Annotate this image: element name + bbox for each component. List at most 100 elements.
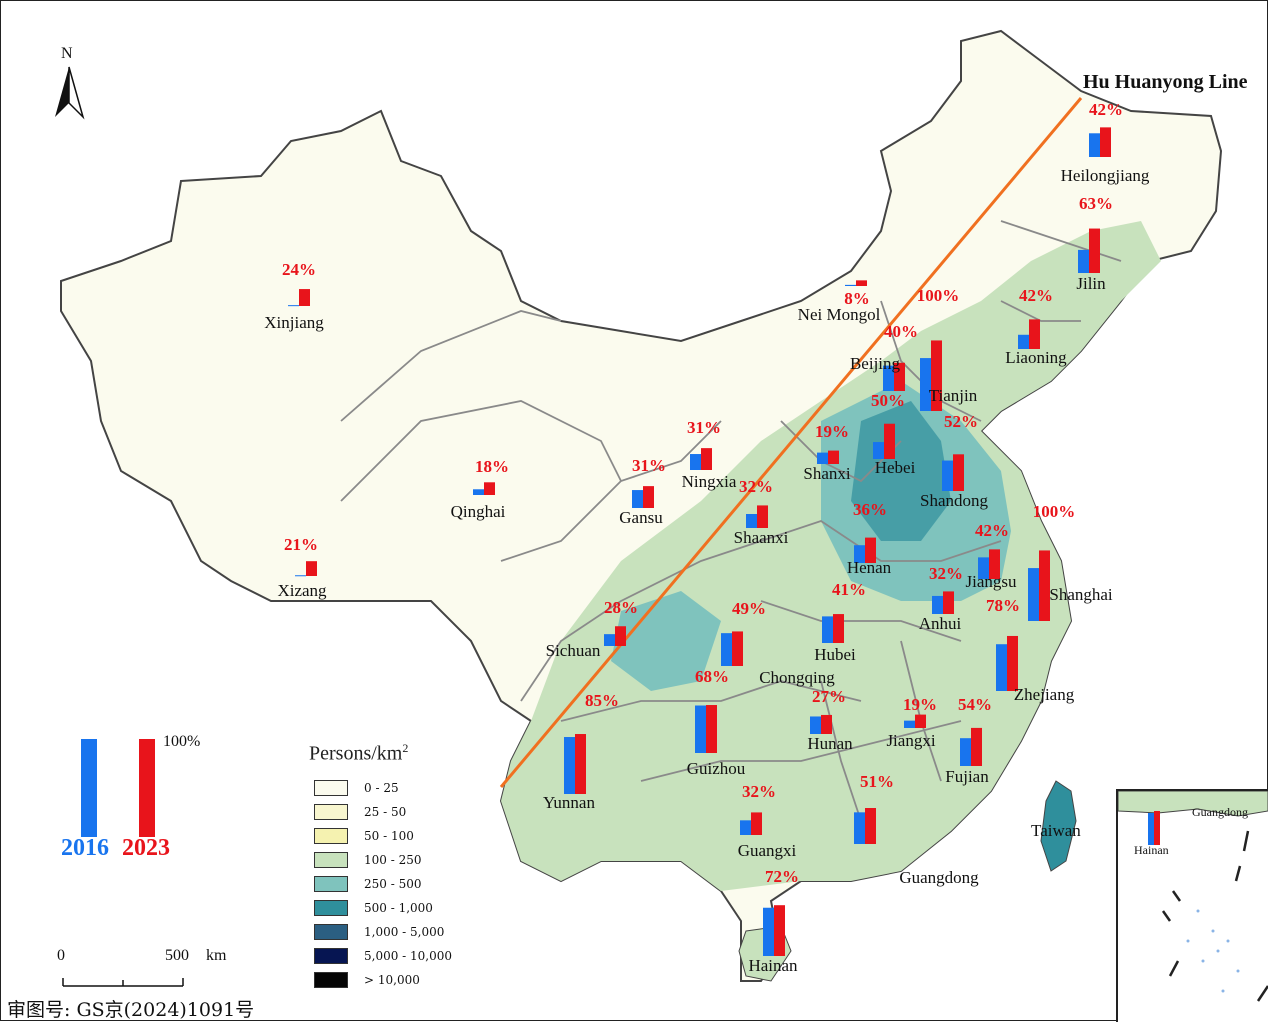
legend-title-sup: 2 xyxy=(402,741,409,755)
legend-swatch xyxy=(314,924,348,940)
bar-2016-gansu xyxy=(632,490,643,508)
bar-2023-jiangxi xyxy=(915,714,926,728)
bar-2016-jiangsu xyxy=(978,557,989,579)
sichuan-basin-area xyxy=(611,591,721,691)
legend-swatch xyxy=(314,972,348,988)
province-name-gansu: Gansu xyxy=(619,508,663,527)
bar-2016-shaanxi xyxy=(746,514,757,528)
bar-2023-guizhou xyxy=(706,705,717,753)
province-name-jiangsu: Jiangsu xyxy=(965,572,1017,591)
legend-label: > 10,000 xyxy=(364,973,420,987)
province-name-sichuan: Sichuan xyxy=(545,641,601,660)
legend-label: 5,000 - 10,000 xyxy=(364,949,453,963)
bar-2016-shanghai xyxy=(1028,568,1039,621)
legend-label: 25 - 50 xyxy=(364,805,407,819)
legend-swatch xyxy=(314,852,348,868)
province-name-tianjin: Tianjin xyxy=(928,386,978,405)
province-name-henan: Henan xyxy=(846,558,892,577)
pct-label-zhejiang: 78% xyxy=(986,596,1020,615)
pct-label-shaanxi: 32% xyxy=(739,477,773,496)
inset-hainan-label: Hainan xyxy=(1134,843,1169,857)
bar-legend-100: 100% xyxy=(163,733,201,750)
pct-label-jiangsu: 42% xyxy=(975,521,1009,540)
province-borders xyxy=(340,220,1122,822)
province-name-shanghai: Shanghai xyxy=(1049,585,1113,604)
bar-2023-beijing xyxy=(894,362,905,391)
bar-2023-anhui xyxy=(943,591,954,614)
province-name-jiangxi: Jiangxi xyxy=(886,731,936,750)
province-name-xinjiang: Xinjiang xyxy=(264,313,324,332)
province-name-liaoning: Liaoning xyxy=(1005,348,1067,367)
pct-label-jilin: 63% xyxy=(1079,194,1113,213)
legend-swatch xyxy=(314,780,348,796)
bar-2016-shandong xyxy=(942,460,953,491)
province-name-hunan: Hunan xyxy=(807,734,853,753)
bar-2016-shanxi xyxy=(817,452,828,464)
legend-label: 50 - 100 xyxy=(364,829,414,843)
pct-label-nei-mongol: 8% xyxy=(844,289,870,308)
scale-zero: 0 xyxy=(57,947,65,964)
bar-2016-jiangxi xyxy=(904,720,915,728)
bar-2016-ningxia xyxy=(690,454,701,470)
province-name-chongqing: Chongqing xyxy=(759,668,835,687)
pct-label-guangxi: 32% xyxy=(742,782,776,801)
bar-2023-hunan xyxy=(821,714,832,734)
legend-bar-2023 xyxy=(139,739,155,837)
bar-2016-hebei xyxy=(873,442,884,459)
bar-2023-zhejiang xyxy=(1007,635,1018,691)
bar-2023-tianjin xyxy=(931,340,942,411)
pct-label-hainan: 72% xyxy=(765,867,799,886)
east-density-area xyxy=(501,221,1161,891)
bar-2016-beijing xyxy=(883,365,894,391)
bar-2016-xinjiang xyxy=(288,305,299,307)
bar-2016-guangdong xyxy=(854,812,865,844)
bar-2023-liaoning xyxy=(1029,319,1040,349)
legend-label: 500 - 1,000 xyxy=(364,901,433,915)
bar-2016-liaoning xyxy=(1018,334,1029,349)
province-name-xizang: Xizang xyxy=(277,581,327,600)
bar-2016-hainan xyxy=(763,907,774,956)
bar-2016-chongqing xyxy=(721,633,732,666)
scale-bar xyxy=(62,978,184,987)
bar-2023-heilongjiang xyxy=(1100,127,1111,157)
bar-2016-jilin xyxy=(1078,249,1089,273)
bar-2023-henan xyxy=(865,537,876,563)
pct-label-henan: 36% xyxy=(853,500,887,519)
north-arrow-icon xyxy=(55,66,85,120)
bar-2016-hubei xyxy=(822,616,833,643)
province-name-heilongjiang: Heilongjiang xyxy=(1060,166,1150,185)
province-name-hubei: Hubei xyxy=(814,645,856,664)
province-name-qinghai: Qinghai xyxy=(450,502,506,521)
scale-max: 500 xyxy=(165,947,189,964)
bar-2016-sichuan xyxy=(604,634,615,646)
bar-2023-qinghai xyxy=(484,482,495,495)
province-name-yunnan: Yunnan xyxy=(543,793,595,812)
province-name-fujian: Fujian xyxy=(945,767,989,786)
bar-2023-shandong xyxy=(953,454,964,491)
year-2016-label: 2016 xyxy=(61,835,109,861)
bar-2023-fujian xyxy=(971,727,982,766)
province-name-hebei: Hebei xyxy=(874,458,916,477)
scale-unit: km xyxy=(206,947,227,964)
bar-2016-henan xyxy=(854,545,865,563)
bar-2023-sichuan xyxy=(615,626,626,646)
year-2023-label: 2023 xyxy=(122,835,170,861)
pct-label-shanxi: 19% xyxy=(815,422,849,441)
bar-2016-xizang xyxy=(295,575,306,577)
pct-label-jiangxi: 19% xyxy=(903,695,937,714)
bar-2023-shanxi xyxy=(828,450,839,464)
province-name-zhejiang: Zhejiang xyxy=(1013,685,1075,704)
bar-2016-nei-mongol xyxy=(845,284,856,286)
inset-guangdong-label: Guangdong xyxy=(1192,805,1248,819)
pct-label-heilongjiang: 42% xyxy=(1089,100,1123,119)
province-name-nei-mongol: Nei Mongol xyxy=(797,305,881,324)
legend-title: Persons/km2 xyxy=(309,741,408,766)
bar-2023-xizang xyxy=(306,561,317,576)
legend-label: 100 - 250 xyxy=(364,853,422,867)
province-name-jilin: Jilin xyxy=(1076,274,1106,293)
pct-label-gansu: 31% xyxy=(632,456,666,475)
province-name-anhui: Anhui xyxy=(918,614,962,633)
legend-swatch xyxy=(314,900,348,916)
legend-label: 1,000 - 5,000 xyxy=(364,925,445,939)
